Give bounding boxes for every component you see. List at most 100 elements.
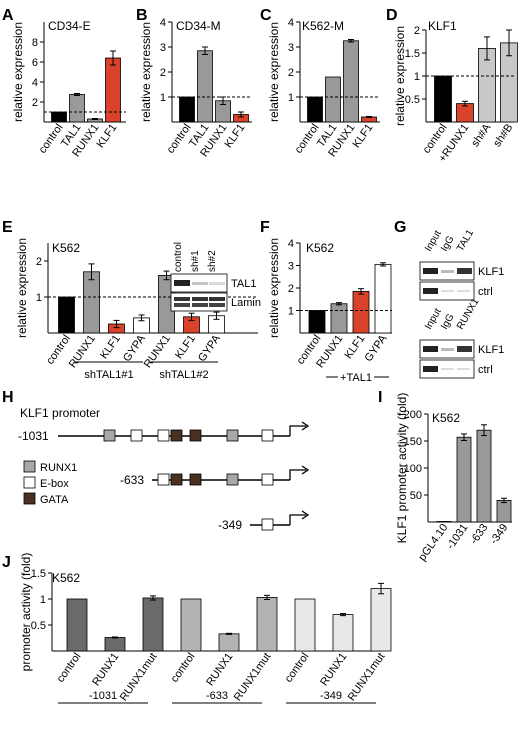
gata-site <box>189 473 202 486</box>
panel-a-subtitle: CD34-E <box>48 19 91 33</box>
x-tick-label-j-0: control <box>55 651 84 685</box>
ebox-site <box>130 429 143 442</box>
y-axis-label-f: relative expression <box>267 238 281 338</box>
chip-band-klf1-runx1 <box>457 346 472 352</box>
chip-gel-g-1: Input IgG TAL1 KLF1 ctrl <box>419 228 504 301</box>
group-label-j-1: -1031 <box>89 690 117 702</box>
group-label-e-2: shTAL1#2 <box>159 369 208 381</box>
construct-label-349: -349 <box>218 518 242 532</box>
blot-col-sh1: sh#1 <box>190 250 201 272</box>
legend-label-ebox: E-box <box>40 478 69 490</box>
gata-site <box>189 429 202 442</box>
chip-band-klf1-input-2 <box>423 346 438 352</box>
x-tick-label-e-2: KLF1 <box>98 333 123 361</box>
x-tick-label-i-3: -349 <box>488 522 510 547</box>
x-tick-label-b-3: KLF1 <box>223 122 248 150</box>
tss-arrow <box>289 425 306 436</box>
chip-row-ctrl-2: ctrl <box>478 364 493 376</box>
y-tick-label-d: 0.5 <box>405 94 420 106</box>
bar-f-1 <box>330 303 348 334</box>
bar-d-0 <box>434 75 452 123</box>
tss-arrow-head <box>301 465 310 475</box>
diagram-h-title: KLF1 promoter <box>20 406 100 420</box>
blot-row-lamin: Lamin <box>231 297 261 309</box>
y-tick-label-f: 1 <box>288 306 294 318</box>
legend-swatch-ebox <box>23 476 36 489</box>
blot-row-tal1: TAL1 <box>231 278 256 290</box>
y-tick-label-a: 8 <box>32 37 38 49</box>
bar-b-1 <box>197 50 213 123</box>
y-tick-label-b: 4 <box>160 17 166 29</box>
tss-arrow-head <box>301 421 310 431</box>
bar-e-1 <box>83 271 100 334</box>
bar-j-0 <box>66 598 88 652</box>
bar-a-3 <box>105 57 121 123</box>
blot-band-lamin-sh2-2 <box>209 303 225 307</box>
blot-band-lamin-control-2 <box>174 303 190 307</box>
blot-band-lamin-sh1-2 <box>192 303 208 307</box>
bar-j-5 <box>256 597 278 652</box>
x-tick-label-j-6: control <box>283 651 312 685</box>
y-tick-label-f: 2 <box>288 283 294 295</box>
chip-row-klf1-1: KLF1 <box>478 266 504 278</box>
gata-site <box>170 429 183 442</box>
bar-j-7 <box>332 614 354 652</box>
y-tick-label-b: 3 <box>160 42 166 54</box>
chip-band-klf1-input-1 <box>423 268 438 274</box>
y-tick-label-f: 3 <box>288 261 294 273</box>
y-tick-label-c: 1 <box>288 92 294 104</box>
ebox-site <box>157 473 170 486</box>
x-tick-label-e-1: RUNX1 <box>67 333 98 370</box>
blot-box-lamin <box>170 292 228 312</box>
promoter-diagram-h: KLF1 promoter -1031 RUNX1 E-box GATA -63… <box>18 406 310 532</box>
y-axis-label-e: relative expression <box>15 238 29 338</box>
bar-c-0 <box>307 96 323 123</box>
y-tick-label-d: 1 <box>414 71 420 83</box>
y-tick-label-c: 3 <box>288 42 294 54</box>
blot-band-lamin-sh1-1 <box>192 297 208 301</box>
chip-band-klf1-igg-2 <box>441 348 454 351</box>
runx1-site <box>226 473 239 486</box>
chip-gel-g-2: Input IgG RUNX1 KLF1 ctrl <box>419 296 504 379</box>
y-tick-label-b: 2 <box>160 67 166 79</box>
panel-letter-d: D <box>386 7 398 24</box>
panel-letter-f: F <box>260 219 270 236</box>
legend-swatch-gata <box>23 492 36 505</box>
bar-j-1 <box>104 637 126 652</box>
x-tick-label-e-4: RUNX1 <box>142 333 173 370</box>
panel-letter-j: J <box>2 554 11 571</box>
bar-j-6 <box>294 598 316 652</box>
bracket-f-label: +TAL1 <box>340 372 372 384</box>
x-tick-label-i-1: -1031 <box>444 522 470 552</box>
y-axis-label-d: relative expression <box>393 26 407 126</box>
runx1-site <box>103 429 116 442</box>
y-axis-label-c: relative expression <box>267 22 281 122</box>
y-axis-label-i: KLF1 promoter activity (fold) <box>395 393 409 544</box>
gata-site <box>170 473 183 486</box>
blot-band-lamin-control-1 <box>174 297 190 301</box>
ebox-site <box>261 429 274 442</box>
x-tick-label-d-2: sh#A <box>469 121 494 149</box>
bar-i-2 <box>476 429 492 523</box>
chip-band-ctrl-tal1 <box>457 290 470 292</box>
y-tick-label-a: 2 <box>32 97 38 109</box>
bar-c-1 <box>325 76 341 123</box>
ebox-site <box>261 518 274 531</box>
bar-i-3 <box>496 499 512 523</box>
y-tick-label-d: 1.5 <box>405 48 420 60</box>
x-tick-label-j-1: RUNX1 <box>90 651 121 688</box>
panel-letter-e: E <box>2 219 13 236</box>
y-tick-label-i: 100 <box>404 463 422 475</box>
x-tick-label-a-3: KLF1 <box>95 122 120 150</box>
panel-e-subtitle: K562 <box>52 241 80 255</box>
x-tick-label-e-5: KLF1 <box>173 333 198 361</box>
chip-col-runx1: RUNX1 <box>455 296 482 331</box>
y-tick-label-d: 2 <box>414 25 420 37</box>
y-tick-label-i: 150 <box>404 436 422 448</box>
ebox-site <box>157 429 170 442</box>
y-tick-label-i: 50 <box>410 490 422 502</box>
bar-j-3 <box>180 598 202 652</box>
tss-arrow <box>289 469 306 480</box>
